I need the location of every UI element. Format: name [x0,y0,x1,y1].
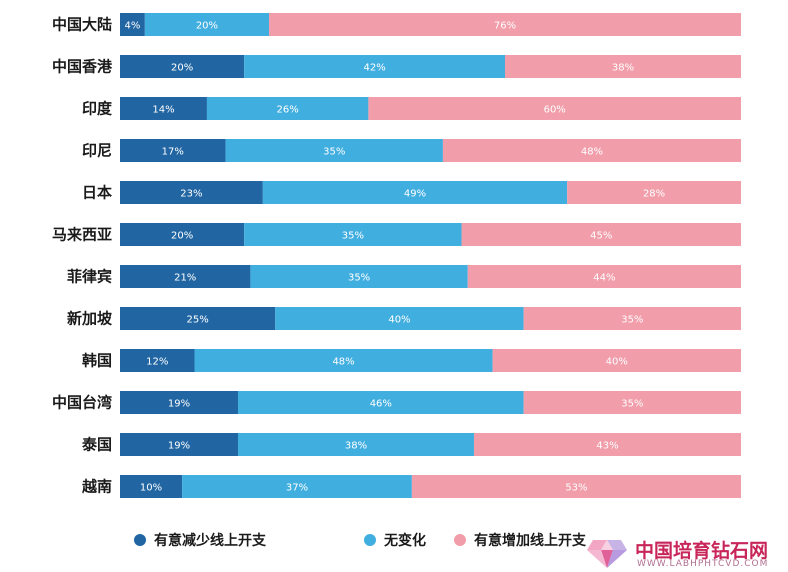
bar-segment [120,97,207,120]
bar-segment [411,475,741,498]
bar-segment [262,181,568,204]
data-label: 19% [168,399,190,410]
category-label: 中国大陆 [52,16,112,34]
category-label: 泰国 [81,436,112,454]
data-label: 40% [388,315,410,326]
bar-segment [467,265,741,288]
data-label: 35% [342,231,364,242]
bar-segment [120,139,226,162]
data-label: 40% [606,357,628,368]
category-label: 印度 [82,100,113,118]
data-label: 10% [140,483,162,494]
bar-segment [244,55,506,78]
bar-segment [473,433,741,456]
legend: 有意减少线上开支 无变化 有意增加线上开支 [134,532,587,549]
legend-marker [454,534,466,546]
bar-segment [120,307,276,330]
category-label: 新加坡 [67,310,112,328]
data-label: 38% [345,441,367,452]
data-label: 17% [162,147,184,158]
bar-segment [225,139,443,162]
data-label: 76% [494,21,516,32]
bar-segment [237,391,524,414]
category-label: 中国台湾 [52,394,112,412]
data-label: 48% [332,357,354,368]
bar-segment [505,55,741,78]
watermark-title: 中国培育钻石网 [635,540,769,562]
bar-segment [523,391,741,414]
bar-segment [120,181,263,204]
diamond-logo-icon [587,540,627,568]
data-label: 4% [124,21,140,32]
data-label: 42% [363,63,385,74]
data-label: 60% [544,105,566,116]
data-label: 44% [593,273,615,284]
data-label: 25% [187,315,209,326]
data-label: 20% [171,231,193,242]
data-label: 48% [581,147,603,158]
bar-segment [275,307,524,330]
watermark: 中国培育钻石网 WWW.LABHPHTCVD.COM [583,534,788,572]
bar-segment [269,13,741,36]
category-label: 日本 [82,184,112,202]
bar-segment [250,265,468,288]
data-label: 20% [171,63,193,74]
bar-segment [523,307,741,330]
bar-segment [567,181,741,204]
data-label: 20% [196,21,218,32]
bar-segment [120,55,245,78]
bar-segment [237,433,474,456]
bars-group: 中国大陆 4% 20% 76% 中国香港 20% 42% 38% 印度 14% 26% 60% 印尼 17… [52,13,741,498]
legend-label: 有意增加线上开支 [474,532,587,549]
data-label: 38% [612,63,634,74]
bar-segment [120,391,238,414]
bar-segment [461,223,741,246]
data-label: 21% [174,273,196,284]
legend-label: 无变化 [383,532,426,549]
data-label: 26% [277,105,299,116]
category-label: 菲律宾 [67,268,112,286]
bar-segment [120,265,251,288]
bar-segment [120,223,245,246]
data-label: 37% [286,483,308,494]
legend-label: 有意减少线上开支 [154,532,267,549]
data-label: 35% [621,399,643,410]
bar-segment [244,223,462,246]
bar-segment [120,433,238,456]
data-label: 45% [590,231,612,242]
category-label: 韩国 [82,352,112,370]
data-label: 43% [596,441,618,452]
category-label: 马来西亚 [52,226,112,244]
bar-segment [194,349,493,372]
data-label: 53% [565,483,587,494]
data-label: 14% [152,105,174,116]
legend-marker [364,534,376,546]
data-label: 23% [180,189,202,200]
legend-marker [134,534,146,546]
data-label: 28% [643,189,665,200]
data-label: 46% [370,399,392,410]
bar-segment [442,139,741,162]
bar-segment [368,97,741,120]
bar-segment [120,13,145,36]
bar-segment [120,475,183,498]
data-label: 19% [168,441,190,452]
bar-segment [182,475,412,498]
data-label: 35% [348,273,370,284]
bar-segment [206,97,369,120]
category-label: 印尼 [82,142,112,160]
category-label: 越南 [81,478,112,496]
bar-segment [144,13,270,36]
watermark-url: WWW.LABHPHTCVD.COM [637,559,769,569]
category-label: 中国香港 [52,58,113,76]
data-label: 12% [146,357,168,368]
data-label: 35% [621,315,643,326]
bar-segment [120,349,195,372]
data-label: 35% [323,147,345,158]
data-label: 49% [404,189,426,200]
bar-segment [492,349,741,372]
